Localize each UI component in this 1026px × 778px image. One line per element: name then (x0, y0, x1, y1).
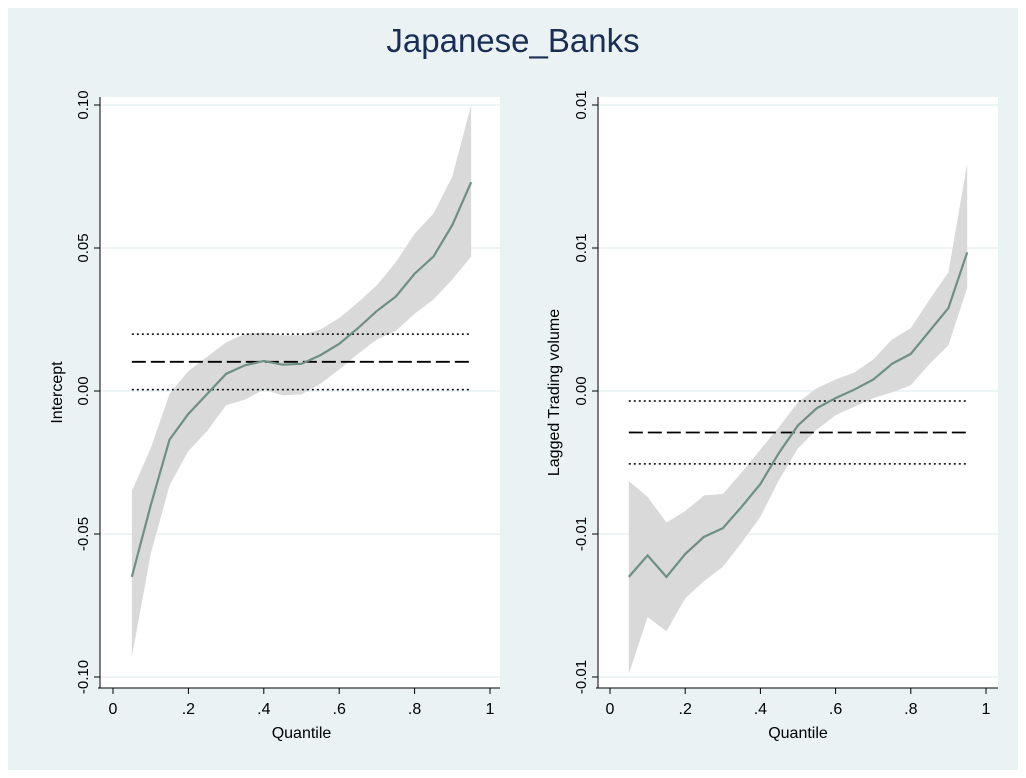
y-tick-label: -0.01 (573, 517, 590, 551)
y-tick-label: 0.00 (573, 376, 590, 405)
y-tick-label: 0.10 (75, 90, 92, 119)
x-axis-title: Quantile (768, 725, 828, 742)
x-tick-label: 1 (486, 701, 495, 718)
y-tick-label: 0.01 (573, 233, 590, 262)
confidence-band (131, 105, 472, 657)
x-tick-label: .2 (679, 701, 692, 718)
y-tick-label: -0.10 (75, 660, 92, 694)
y-tick-label: -0.05 (75, 517, 92, 551)
x-axis-title: Quantile (272, 725, 332, 742)
x-tick-label: .6 (829, 701, 842, 718)
panel-intercept: -0.10 -0.05 0.00 0.05 0.10 0 .2 .4 .6 .8 1 Quantile… (49, 90, 500, 742)
y-axis-title: Lagged Trading volume (546, 309, 563, 476)
y-axis-title: Intercept (49, 361, 66, 424)
x-tick-label: .8 (408, 701, 421, 718)
y-tick-label: -0.01 (573, 660, 590, 694)
quantile-estimate-line (130, 181, 473, 578)
y-tick-label: 0.00 (75, 376, 92, 405)
quantile-estimate-line (627, 251, 969, 579)
x-tick-label: .4 (754, 701, 767, 718)
x-tick-label: 1 (982, 701, 991, 718)
x-tick-label: .6 (333, 701, 346, 718)
figure-title: Japanese_Banks (386, 22, 640, 59)
x-tick-label: 0 (606, 701, 615, 718)
y-tick-label: 0.01 (573, 90, 590, 119)
x-tick-label: 0 (109, 701, 118, 718)
x-tick-label: .8 (904, 701, 917, 718)
panel-lagged-trading-volume: -0.01 -0.01 0.00 0.01 0.01 0 .2 .4 .6 .8 1 Quantile… (546, 90, 998, 742)
confidence-band (628, 163, 968, 675)
x-tick-label: .4 (257, 701, 270, 718)
x-tick-label: .2 (182, 701, 195, 718)
y-tick-label: 0.05 (75, 233, 92, 262)
